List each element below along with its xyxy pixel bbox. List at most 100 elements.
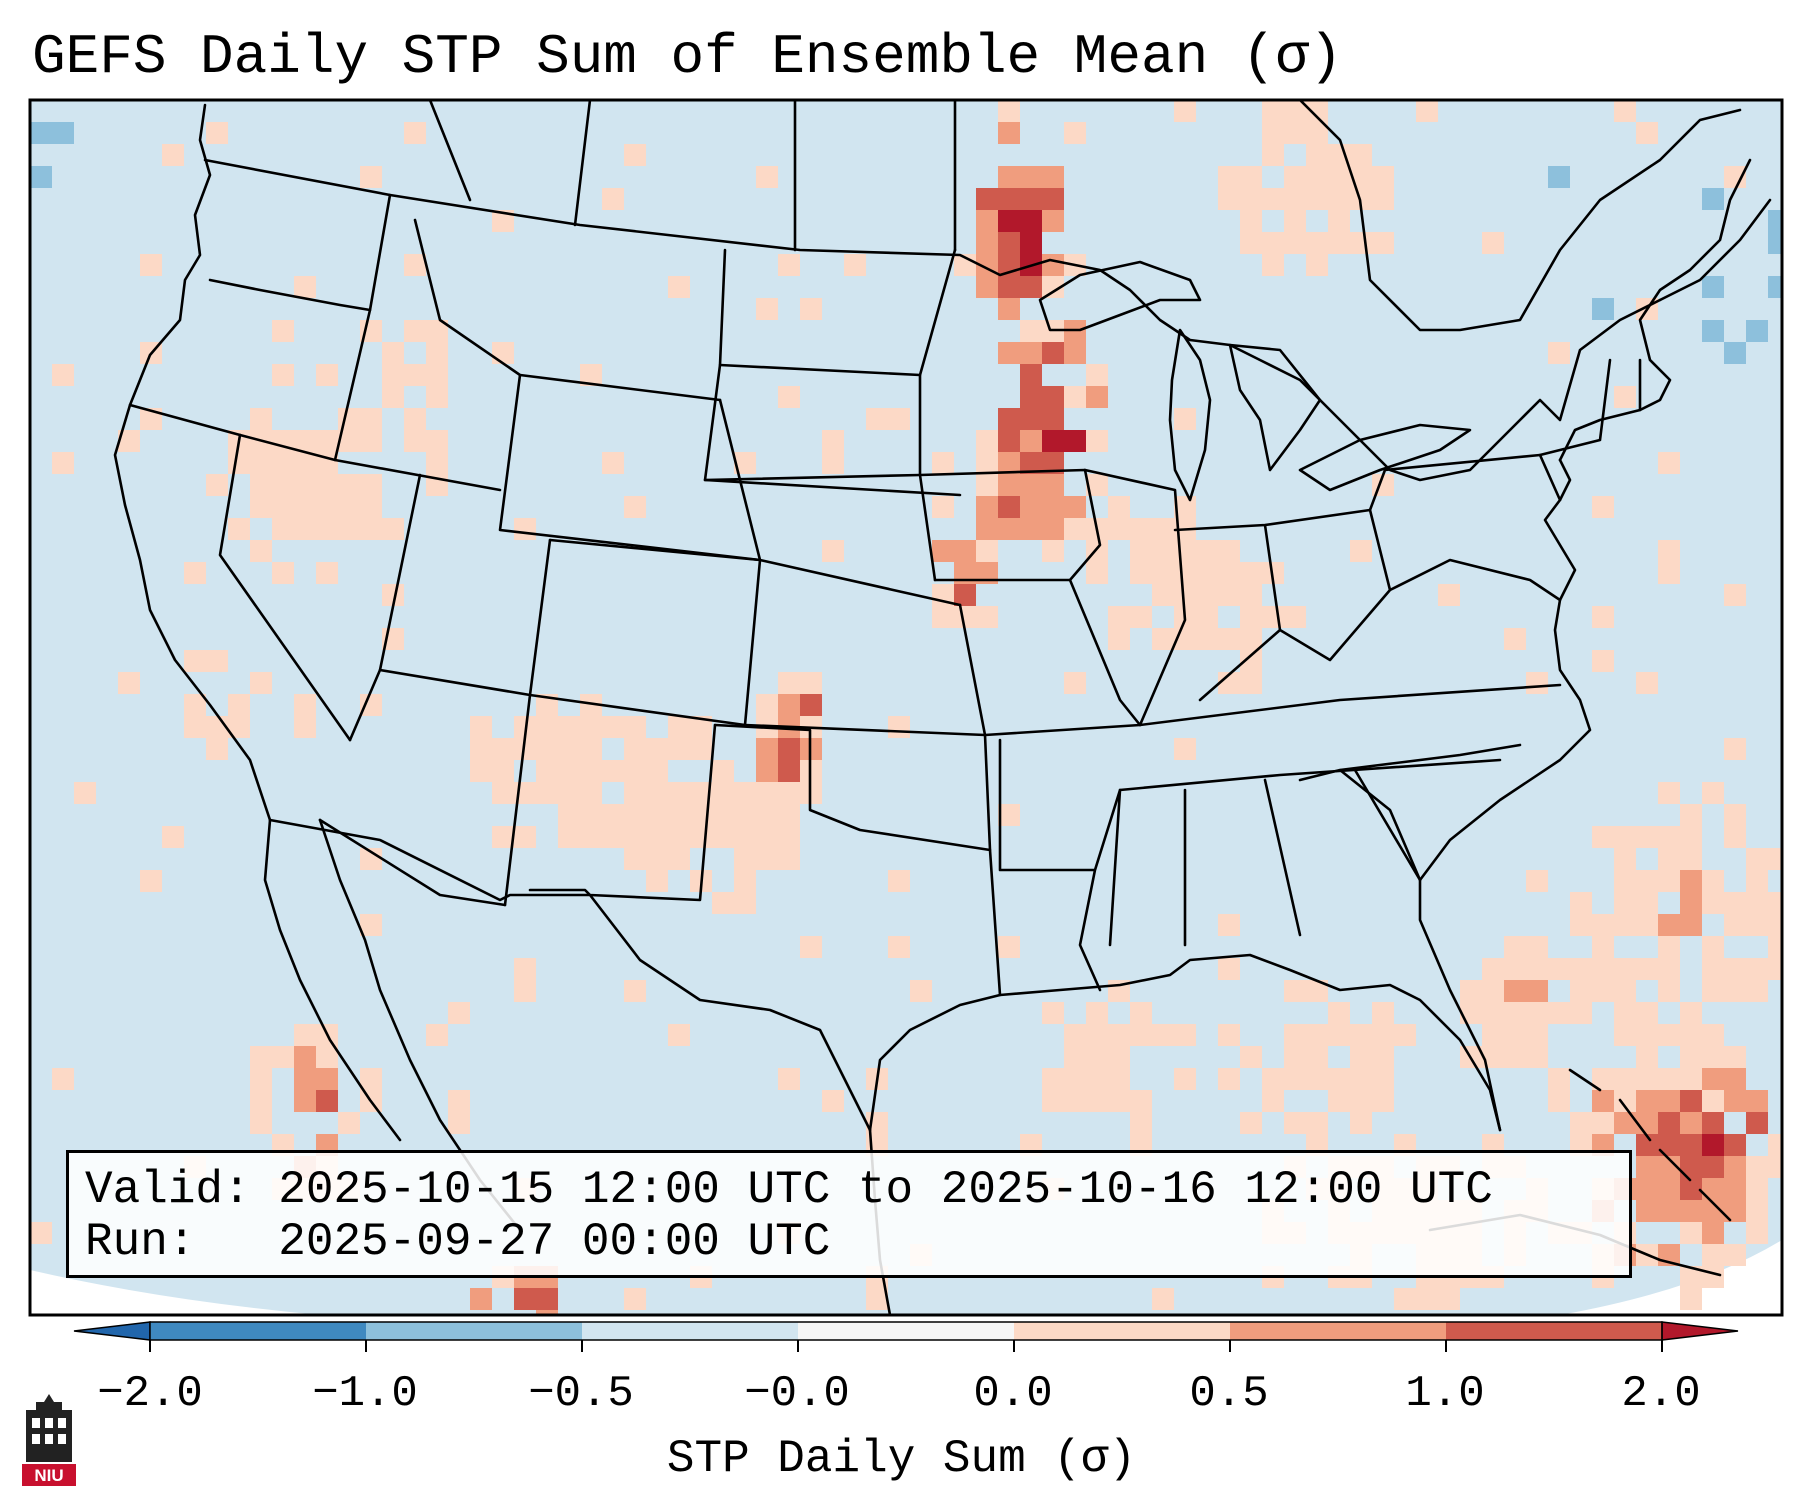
stp-cell — [1020, 474, 1042, 496]
stp-cell — [1636, 914, 1658, 936]
stp-cell — [360, 914, 382, 936]
stp-cell — [382, 584, 404, 606]
stp-cell — [624, 738, 646, 760]
stp-cell — [1240, 188, 1262, 210]
stp-cell — [1306, 232, 1328, 254]
stp-cell — [1746, 1222, 1768, 1244]
stp-cell — [1614, 826, 1636, 848]
stp-cell — [1768, 892, 1782, 914]
colorbar-outline — [149, 1321, 1663, 1341]
stp-cell — [602, 716, 624, 738]
stp-cell — [1174, 738, 1196, 760]
stp-cell — [1372, 166, 1394, 188]
stp-cell — [250, 1046, 272, 1068]
stp-cell — [1746, 1156, 1768, 1178]
stp-cell — [1680, 1002, 1702, 1024]
stp-cell — [1724, 1156, 1746, 1178]
colorbar-extend-high — [1661, 1321, 1739, 1341]
stp-cell — [1746, 320, 1768, 342]
stp-cell — [998, 474, 1020, 496]
stp-cell — [976, 188, 998, 210]
stp-cell — [1614, 914, 1636, 936]
stp-cell — [1108, 1090, 1130, 1112]
stp-cell — [756, 826, 778, 848]
stp-cell — [426, 364, 448, 386]
stp-cell — [250, 496, 272, 518]
stp-cell — [712, 892, 734, 914]
stp-cell — [338, 1112, 360, 1134]
stp-cell — [1592, 606, 1614, 628]
stp-cell — [976, 210, 998, 232]
stp-cell — [1482, 1002, 1504, 1024]
niu-logo-text: NIU — [34, 1466, 63, 1485]
stp-cell — [1306, 144, 1328, 166]
stp-cell — [1262, 232, 1284, 254]
stp-cell — [294, 716, 316, 738]
stp-cell — [932, 540, 954, 562]
stp-cell — [1460, 980, 1482, 1002]
stp-cell — [1702, 320, 1724, 342]
stp-cell — [1702, 1046, 1724, 1068]
stp-cell — [1702, 782, 1724, 804]
stp-cell — [1174, 408, 1196, 430]
stp-cell — [184, 694, 206, 716]
stp-cell — [1504, 958, 1526, 980]
northeast-coast — [1558, 158, 1752, 462]
colorbar-tick-label: −1.0 — [312, 1369, 418, 1419]
stp-cell — [756, 298, 778, 320]
stp-cell — [932, 496, 954, 518]
stp-cell — [1262, 144, 1284, 166]
stp-cell — [294, 1068, 316, 1090]
stp-cell — [690, 716, 712, 738]
stp-cell — [1262, 188, 1284, 210]
stp-cell — [998, 188, 1020, 210]
stp-cell — [690, 738, 712, 760]
stp-cell — [668, 848, 690, 870]
stp-cell — [1724, 980, 1746, 1002]
stp-cell — [668, 276, 690, 298]
stp-cell — [1482, 980, 1504, 1002]
stp-cell — [1768, 276, 1782, 298]
stp-cell — [426, 386, 448, 408]
stp-cell — [734, 826, 756, 848]
stp-cell — [1328, 210, 1350, 232]
stp-cell — [1108, 628, 1130, 650]
stp-cell — [1680, 1156, 1702, 1178]
stp-cell — [1108, 1024, 1130, 1046]
stp-cell — [1680, 1068, 1702, 1090]
stp-cell — [1702, 188, 1724, 210]
stp-cell — [580, 782, 602, 804]
stp-cell — [1724, 342, 1746, 364]
niu-logo: NIU — [22, 1394, 76, 1486]
stp-cell — [1240, 1046, 1262, 1068]
stp-cell — [1702, 1134, 1724, 1156]
stp-cell — [1526, 980, 1548, 1002]
al-ga-lines — [1183, 768, 1422, 947]
stp-cell — [1592, 650, 1614, 672]
stp-cell — [250, 540, 272, 562]
stp-cell — [998, 430, 1020, 452]
valid-time-text: Valid: 2025-10-15 12:00 UTC to 2025-10-1… — [85, 1164, 1493, 1216]
stp-cell — [1614, 100, 1636, 122]
stp-cell — [1592, 1090, 1614, 1112]
stp-cell — [976, 232, 998, 254]
stp-cell — [558, 716, 580, 738]
stp-cell — [1724, 1244, 1746, 1266]
stp-cell — [1746, 958, 1768, 980]
stp-cell — [404, 320, 426, 342]
stp-cell — [1218, 672, 1240, 694]
stp-cell — [998, 496, 1020, 518]
stp-cell — [734, 870, 756, 892]
nd-sd-ne-line — [703, 248, 962, 497]
stp-cell — [1658, 848, 1680, 870]
colorbar-segment — [1230, 1322, 1446, 1340]
stp-cell — [1702, 1112, 1724, 1134]
stp-cell — [514, 980, 536, 1002]
stp-cell — [1526, 936, 1548, 958]
stp-cell — [1680, 1178, 1702, 1200]
stp-cell — [1042, 1090, 1064, 1112]
stp-cell — [536, 738, 558, 760]
stp-cell — [1504, 1046, 1526, 1068]
stp-cell — [1218, 562, 1240, 584]
